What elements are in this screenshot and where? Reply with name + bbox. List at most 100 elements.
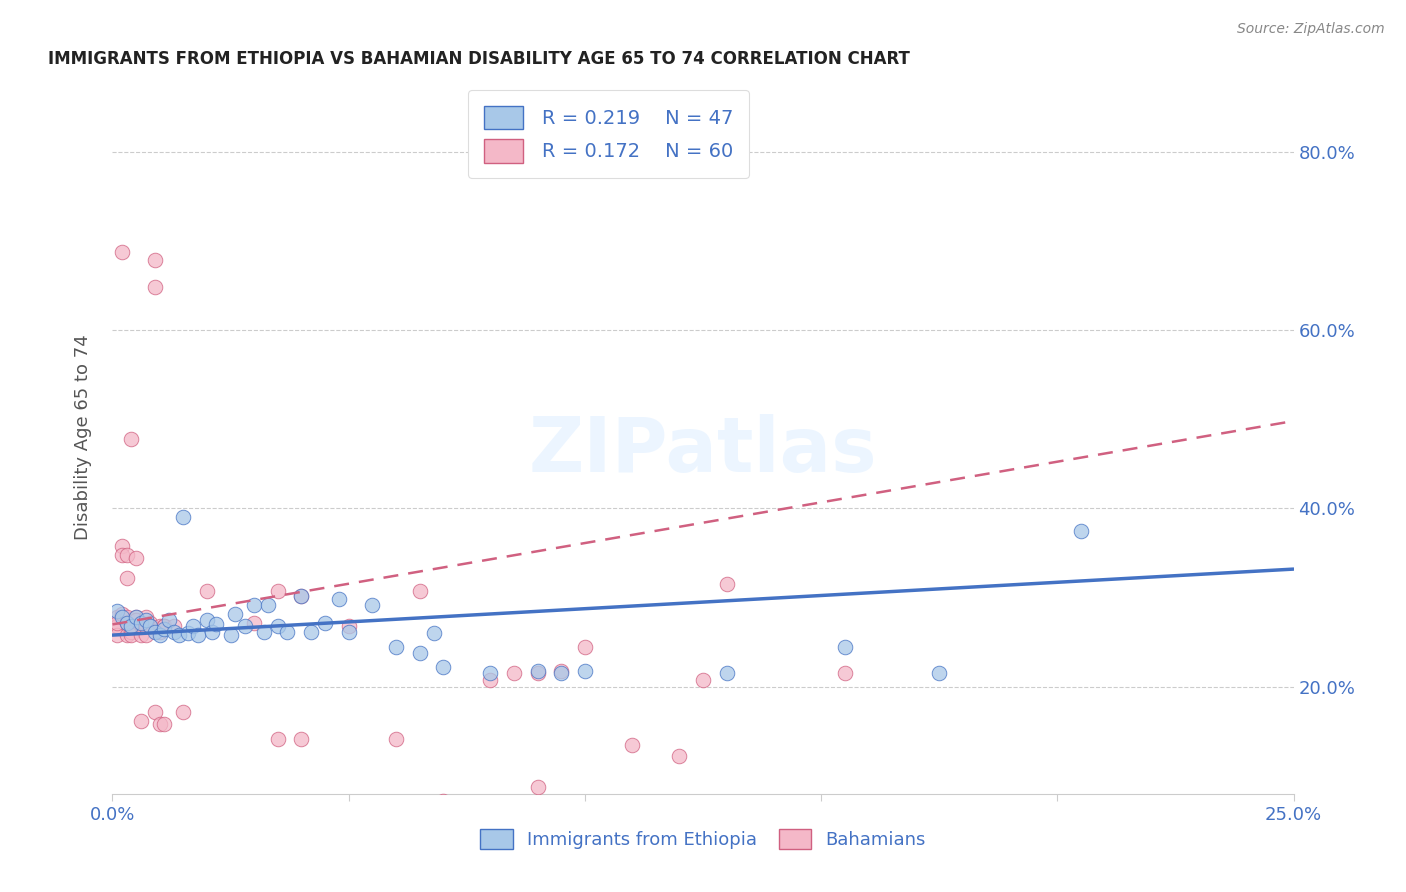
Point xyxy=(479,673,502,687)
Point xyxy=(526,664,548,678)
Point xyxy=(157,613,180,627)
Point xyxy=(120,628,142,642)
Point xyxy=(716,577,738,591)
Point xyxy=(526,666,548,681)
Point xyxy=(233,619,256,633)
Point xyxy=(385,640,408,654)
Point xyxy=(105,619,128,633)
Point xyxy=(692,673,714,687)
Point xyxy=(385,731,408,746)
Legend: Immigrants from Ethiopia, Bahamians: Immigrants from Ethiopia, Bahamians xyxy=(472,822,934,856)
Point xyxy=(139,619,162,633)
Point xyxy=(361,598,384,612)
Point xyxy=(195,613,218,627)
Point xyxy=(201,624,224,639)
Point xyxy=(120,624,142,639)
Point xyxy=(928,666,950,681)
Point xyxy=(267,619,290,633)
Y-axis label: Disability Age 65 to 74: Disability Age 65 to 74 xyxy=(73,334,91,540)
Point xyxy=(299,624,322,639)
Point xyxy=(290,589,312,603)
Point xyxy=(129,714,152,728)
Text: IMMIGRANTS FROM ETHIOPIA VS BAHAMIAN DISABILITY AGE 65 TO 74 CORRELATION CHART: IMMIGRANTS FROM ETHIOPIA VS BAHAMIAN DIS… xyxy=(48,50,910,68)
Point xyxy=(422,626,444,640)
Point xyxy=(267,583,290,598)
Point xyxy=(163,619,186,633)
Point xyxy=(177,626,200,640)
Point xyxy=(135,619,157,633)
Point xyxy=(153,717,176,731)
Point xyxy=(243,598,266,612)
Point xyxy=(149,717,172,731)
Point xyxy=(149,624,172,639)
Point xyxy=(125,613,148,627)
Point xyxy=(526,780,548,794)
Point xyxy=(550,666,572,681)
Point xyxy=(135,613,157,627)
Point xyxy=(172,510,194,524)
Point xyxy=(290,589,312,603)
Point xyxy=(172,705,194,719)
Point xyxy=(314,615,336,630)
Point xyxy=(163,624,186,639)
Point xyxy=(129,615,152,630)
Point xyxy=(290,731,312,746)
Point xyxy=(550,664,572,678)
Point xyxy=(135,628,157,642)
Point xyxy=(253,624,276,639)
Point xyxy=(337,619,360,633)
Point xyxy=(143,624,166,639)
Point xyxy=(432,794,454,808)
Point xyxy=(243,615,266,630)
Point xyxy=(219,628,242,642)
Point xyxy=(668,749,690,764)
Point xyxy=(1070,524,1092,538)
Point xyxy=(408,583,430,598)
Point xyxy=(153,619,176,633)
Point xyxy=(115,628,138,642)
Point xyxy=(267,731,290,746)
Point xyxy=(105,615,128,630)
Point xyxy=(337,624,360,639)
Point xyxy=(111,244,134,259)
Point xyxy=(115,615,138,630)
Point xyxy=(153,622,176,636)
Point xyxy=(115,548,138,562)
Text: ZIPatlas: ZIPatlas xyxy=(529,415,877,488)
Point xyxy=(224,607,246,621)
Point xyxy=(120,619,142,633)
Point xyxy=(120,432,142,446)
Point xyxy=(328,592,350,607)
Point xyxy=(143,705,166,719)
Point xyxy=(105,628,128,642)
Point xyxy=(205,617,228,632)
Point xyxy=(149,619,172,633)
Point xyxy=(621,738,644,752)
Point xyxy=(167,628,190,642)
Text: Source: ZipAtlas.com: Source: ZipAtlas.com xyxy=(1237,22,1385,37)
Point xyxy=(479,666,502,681)
Point xyxy=(129,615,152,630)
Point xyxy=(195,583,218,598)
Point xyxy=(115,610,138,624)
Point xyxy=(834,666,856,681)
Point xyxy=(143,253,166,268)
Point xyxy=(111,539,134,553)
Point xyxy=(149,628,172,642)
Point xyxy=(125,550,148,565)
Point xyxy=(115,615,138,630)
Point xyxy=(111,610,134,624)
Point xyxy=(139,615,162,630)
Point xyxy=(111,548,134,562)
Point xyxy=(129,628,152,642)
Point xyxy=(574,640,596,654)
Point xyxy=(153,619,176,633)
Point xyxy=(503,666,526,681)
Point xyxy=(574,664,596,678)
Point xyxy=(125,610,148,624)
Point xyxy=(257,598,280,612)
Point xyxy=(276,624,298,639)
Point xyxy=(186,628,208,642)
Point xyxy=(115,571,138,585)
Point xyxy=(105,604,128,618)
